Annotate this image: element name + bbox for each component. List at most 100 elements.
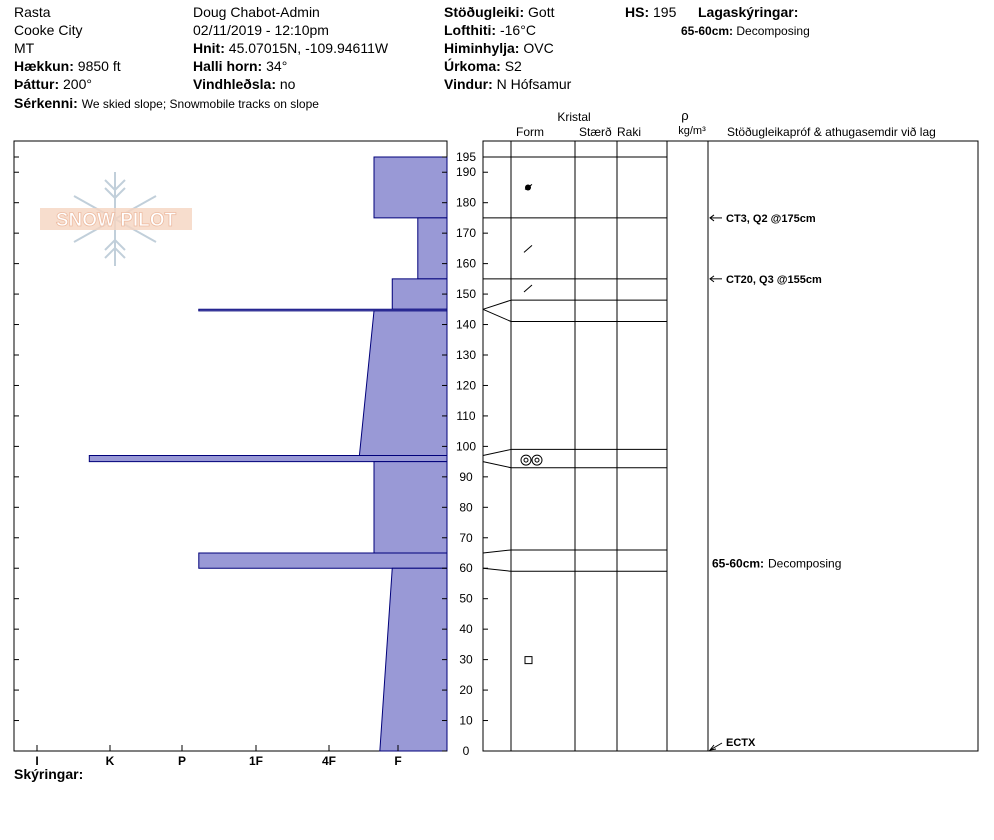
coords-row: Hnit: 45.07015N, -109.94611W [193,40,388,56]
crystal-header: Kristal [557,110,590,124]
layer-notes-label: Lagaskýringar: [698,4,799,20]
sky-row: Himinhylja: OVC [444,40,554,56]
sky-value: OVC [523,40,554,56]
y-tick-label: 40 [459,622,473,636]
y-tick-label: 90 [459,470,473,484]
size-header: Stærð [579,125,612,139]
observation-datetime: 02/11/2019 - 12:10pm [193,22,329,38]
logo-text: SNOW PILOT [56,210,177,231]
test-arrowhead [709,214,715,222]
slope-row: Halli horn: 34° [193,58,287,74]
test-arrowhead [709,275,715,283]
y-tick-label: 0 [463,744,470,758]
x-tick-label: 4F [322,754,336,768]
layer-note-range: 65-60cm: [681,24,734,38]
slope-label: Halli horn: [193,58,263,74]
wind-loading-row: Vindhleðsla: no [193,76,295,92]
notes-label: Skýringar: [14,766,84,782]
grain-square-icon [524,656,533,665]
test-label: CT20, Q3 @155cm [726,274,822,286]
elevation-row: Hækkun: 9850 ft [14,58,121,74]
y-tick-label: 190 [456,165,476,179]
boundary-connector [482,549,512,554]
x-tick-label: P [178,754,186,768]
aspect-label: Þáttur: [14,76,60,92]
stability-label: Stöðugleiki: [444,4,525,20]
aspect-value: 200° [63,76,92,92]
y-tick-label: 180 [456,196,476,210]
aspect-row: Þáttur: 200° [14,76,92,92]
y-tick-label: 10 [459,714,473,728]
air-temp-value: -16°C [499,22,536,38]
features-label: Sérkenni: [14,95,78,111]
wind-row: Vindur: N Hófsamur [444,76,571,92]
wind-loading-label: Vindhleðsla: [193,76,276,92]
y-tick-label: 80 [459,500,473,514]
y-tick-label: 50 [459,592,473,606]
layer-note-row: 65-60cm: Decomposing [681,23,810,39]
boundary-connector [482,448,512,457]
test-label: CT3, Q2 @175cm [726,213,816,225]
y-tick-label: 100 [456,439,476,453]
rho-header: ρ [681,108,688,123]
boundary-connector [482,308,512,322]
stability-value: Gott [528,4,555,20]
layer-note-text: Decomposing [736,24,810,38]
y-tick-label: 20 [459,683,473,697]
precip-value: S2 [504,58,522,74]
layer-table-frame [482,140,979,752]
hardness-layer [373,156,448,219]
y-tick-label: 30 [459,653,473,667]
y-tick-label: 70 [459,531,473,545]
y-tick-label: 140 [456,318,476,332]
grain-slash-icon [523,284,533,293]
state-name: MT [14,40,35,56]
density-unit-header: kg/m³ [678,125,706,137]
hs-value: 195 [653,4,677,20]
boundary-connector [482,299,512,310]
sky-label: Himinhylja: [444,40,520,56]
elevation-label: Hækkun: [14,58,74,74]
coords-value: 45.07015N, -109.94611W [228,40,389,56]
tests-header: Stöðugleikapróf & athugasemdir við lag [727,125,936,139]
y-tick-label: 170 [456,226,476,240]
grain-ring-inner [534,457,540,463]
features-row: Sérkenni: We skied slope; Snowmobile tra… [14,95,319,112]
moisture-header: Raki [617,125,641,139]
test-arrowhead [708,744,717,751]
precip-label: Úrkoma: [444,58,501,74]
location-name: Rasta [14,4,51,20]
hardness-layer [379,567,448,752]
wind-loading-value: no [279,76,296,92]
area-name: Cooke City [14,22,83,38]
x-tick-label: I [35,754,38,768]
y-tick-label: 160 [456,257,476,271]
features-value: We skied slope; Snowmobile tracks on slo… [81,97,319,111]
grain-dot-stroke [524,184,533,190]
comment-text: Decomposing [768,557,841,571]
x-tick-label: 1F [249,754,263,768]
x-tick-label: F [394,754,401,768]
stability-row: Stöðugleiki: Gott [444,4,554,20]
grain-ring-inner [523,457,529,463]
observer-name: Doug Chabot-Admin [193,4,320,20]
elevation-value: 9850 ft [77,58,121,74]
x-tick-label: K [106,754,115,768]
air-temp-row: Lofthiti: -16°C [444,22,536,38]
boundary-connector [482,567,512,572]
hs-row: HS: 195 [625,4,676,20]
wind-value: N Hófsamur [496,76,572,92]
precip-row: Úrkoma: S2 [444,58,522,74]
y-tick-label: 150 [456,287,476,301]
comment-range: 65-60cm: [712,557,764,571]
test-arrow [709,742,723,751]
hardness-layer [358,310,448,457]
grain-slash-icon [523,245,533,253]
coords-label: Hnit: [193,40,225,56]
hardness-layer [391,278,448,310]
air-temp-label: Lofthiti: [444,22,497,38]
y-tick-label: 130 [456,348,476,362]
grain-ring-icon [520,454,532,466]
hardness-layer [198,552,448,569]
